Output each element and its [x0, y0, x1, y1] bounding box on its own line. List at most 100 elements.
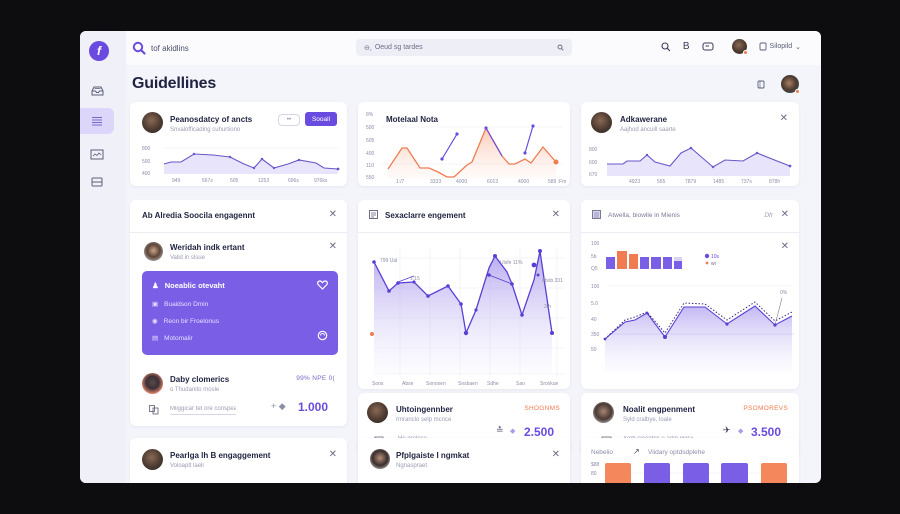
stat-metric: 2.500 [524, 425, 555, 439]
svg-text:400: 400 [142, 171, 151, 177]
svg-text:800: 800 [142, 146, 151, 152]
search-input[interactable]: ⊖, Oeud sg tardes [356, 39, 572, 56]
svg-text:600: 600 [589, 160, 598, 166]
svg-text:5.0: 5.0 [591, 301, 598, 307]
chat-icon[interactable] [702, 42, 714, 52]
svg-text:40: 40 [591, 317, 597, 323]
chart-label-right: Viidary optdsdplehe [648, 449, 705, 456]
svg-text:1485: 1485 [713, 179, 724, 184]
stat-metric: 3.500 [751, 425, 782, 439]
card-motelaal-nota: Motelaal Nota 8% 500 505 400 110 550 1:/… [358, 102, 570, 186]
card-title: Pearlga lh B engaggement [170, 451, 271, 460]
refresh-icon[interactable] [317, 330, 328, 341]
stat-input[interactable]: Mliggicar tet ore conspeain [170, 406, 236, 415]
avatar[interactable] [731, 39, 748, 55]
svg-text:wi: wi [711, 261, 716, 267]
svg-text:696s: 696s [288, 178, 299, 184]
line-chart: 8% 500 505 400 110 550 1:/7 3333 4000 60… [366, 112, 566, 184]
panel-row[interactable]: ▣ Buaidson Dmin [152, 300, 209, 309]
close-icon[interactable]: ✕ [551, 209, 560, 220]
stat-subtitle: rmranclo selp mcnce [396, 417, 452, 423]
svg-text:Sdhe: Sdhe [487, 381, 499, 387]
svg-text:4000: 4000 [456, 179, 467, 184]
close-icon[interactable]: ✕ [780, 209, 789, 220]
svg-text:4923: 4923 [629, 179, 640, 184]
sidebar-item-list[interactable] [80, 108, 114, 134]
avatar [370, 449, 390, 469]
scroll-button[interactable]: Sooall [305, 112, 337, 126]
svg-text:4000: 4000 [518, 179, 529, 184]
svg-text:589 :Fm: 589 :Fm [548, 179, 566, 184]
card-title: Peanosdatcy of ancts [170, 115, 253, 124]
top-bar: tof akidlins ⊖, Oeud sg tardes B Silopil… [126, 31, 821, 65]
svg-text:Uisfe 11%: Uisfe 11% [500, 260, 523, 266]
card-adkawerane: Adkawerane Aajhod ancuill saarte ✕ 800 6… [581, 102, 799, 186]
svg-text:505: 505 [230, 178, 239, 184]
panel-row[interactable]: ◉ Reon bir Froelonus [152, 317, 219, 326]
panel-row[interactable]: ▤ Motomalir [152, 334, 193, 343]
brand[interactable]: tof akidlins [132, 41, 189, 55]
bar-chart: 100 5b Q5 10s wi [591, 241, 719, 272]
close-icon[interactable]: ✕ [328, 209, 337, 220]
chart-label-left: Nebelio [591, 449, 614, 456]
panel-icon[interactable] [757, 80, 765, 89]
svg-text:8%: 8% [366, 112, 374, 118]
user-menu[interactable]: Silopild ⌄ [759, 42, 801, 51]
card-viidary: Nebelio ↗ Viidary optdsdplehe $88 80 [581, 438, 799, 483]
stat-metric-prefix: ◆ [738, 428, 744, 435]
heart-icon[interactable] [317, 280, 328, 290]
chevron-down-icon: ⌄ [795, 43, 801, 51]
stat-metric-prefix: ◆ [510, 428, 516, 435]
header-tag: Dfr [764, 212, 773, 219]
svg-text:3th: 3th [544, 304, 551, 310]
close-icon[interactable]: ✕ [779, 113, 788, 124]
search-placeholder: Oeud sg tardes [374, 44, 423, 51]
card-header: Atwella, biowlle in Mienis [608, 212, 680, 219]
stat-tag: 99% NPE 0( [296, 375, 335, 382]
svg-text:5b: 5b [591, 254, 597, 260]
more-button[interactable]: •• [278, 114, 300, 126]
bold-icon[interactable]: B [682, 41, 690, 52]
card-subtitle: Voloaplt laelr [170, 463, 205, 469]
close-icon[interactable]: ✕ [328, 449, 337, 460]
svg-text:1:/7: 1:/7 [396, 179, 405, 184]
app-logo[interactable]: f [89, 41, 109, 61]
close-icon[interactable]: ✕ [551, 449, 560, 460]
stat-subtitle: o Thudanito mosle [170, 387, 220, 393]
card-peanosdatcy: Peanosdatcy of ancts Snvalofficading cuh… [130, 102, 347, 186]
pin-icon[interactable]: ✈ [723, 425, 731, 435]
sidebar-item-chart[interactable] [80, 141, 114, 167]
close-icon[interactable]: ✕ [328, 241, 337, 252]
person-subtitle: Valid in slsue [170, 255, 205, 261]
svg-text:976ks: 976ks [314, 178, 328, 184]
user-icon: ♟ [152, 281, 159, 290]
svg-text:dbob 331: dbob 331 [542, 278, 563, 284]
stat-tag: SHOGNMS [524, 405, 560, 412]
svg-text:350: 350 [591, 332, 600, 338]
svg-text:1253: 1253 [258, 178, 269, 184]
svg-text:100: 100 [591, 284, 600, 290]
sidebar-item-inbox[interactable] [80, 77, 114, 103]
card-icon: ▣ [152, 301, 159, 308]
avatar [142, 373, 163, 394]
profile-avatar[interactable] [781, 75, 800, 94]
stat-metric: 1.000 [298, 400, 329, 414]
sidebar: f [80, 31, 126, 483]
header-actions [757, 75, 800, 94]
sort-icon[interactable]: ≛ [496, 425, 504, 435]
search-icon[interactable] [557, 44, 564, 51]
card-subtitle: Aajhod ancuill saarte [620, 127, 676, 133]
search-brand-icon [132, 41, 146, 55]
card-atwella: Atwella, biowlle in Mienis Dfr ✕ ✕ 100 5… [581, 200, 799, 389]
highlight-panel[interactable]: ♟ Noeablic otevaht ▣ Buaidson Dmin ◉ Reo… [142, 271, 338, 355]
card-header: Sexaclarre engement [385, 211, 466, 220]
close-icon[interactable]: ✕ [780, 241, 789, 252]
sidebar-item-layout[interactable] [80, 169, 114, 195]
svg-text:6013: 6013 [487, 179, 498, 184]
copy-icon[interactable] [149, 405, 159, 415]
search-icon[interactable] [661, 41, 671, 52]
svg-text:567s: 567s [202, 178, 213, 184]
svg-text:949: 949 [172, 178, 181, 184]
svg-text:670: 670 [589, 172, 598, 178]
stat-title: Noalit engpenment [623, 405, 696, 414]
